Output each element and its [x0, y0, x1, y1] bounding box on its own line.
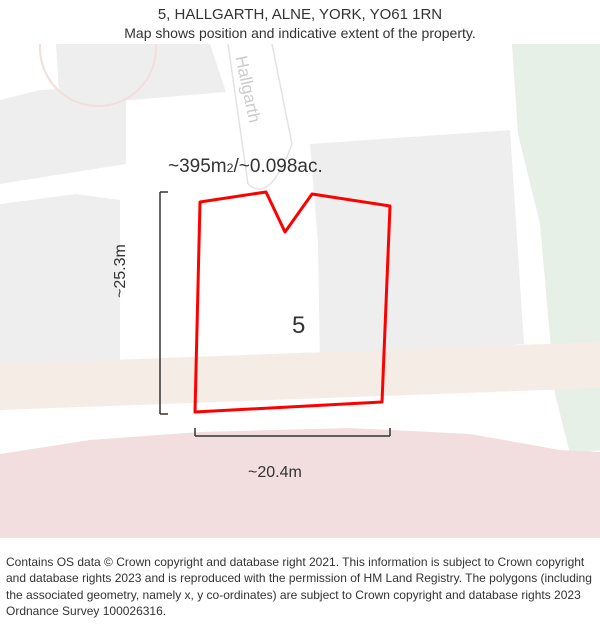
map-shape-field-bottom — [0, 428, 600, 538]
header: 5, HALLGARTH, ALNE, YORK, YO61 1RN Map s… — [0, 0, 600, 41]
map: ~395m2/~0.098ac. 5 ~25.3m ~20.4m Hallgar… — [0, 44, 600, 538]
width-dimension-label: ~20.4m — [248, 464, 302, 482]
area-suffix: /~0.098ac. — [234, 156, 323, 178]
map-shape-bldg-right — [310, 130, 524, 364]
area-super: 2 — [227, 161, 234, 175]
footer-copyright: Contains OS data © Crown copyright and d… — [6, 554, 594, 619]
page-title: 5, HALLGARTH, ALNE, YORK, YO61 1RN — [0, 6, 600, 23]
height-dimension-label: ~25.3m — [112, 244, 130, 298]
parcel-number: 5 — [292, 312, 305, 340]
area-label: ~395m2/~0.098ac. — [168, 156, 323, 178]
area-prefix: ~395m — [168, 156, 227, 178]
page-subtitle: Map shows position and indicative extent… — [0, 25, 600, 41]
page: 5, HALLGARTH, ALNE, YORK, YO61 1RN Map s… — [0, 0, 600, 625]
